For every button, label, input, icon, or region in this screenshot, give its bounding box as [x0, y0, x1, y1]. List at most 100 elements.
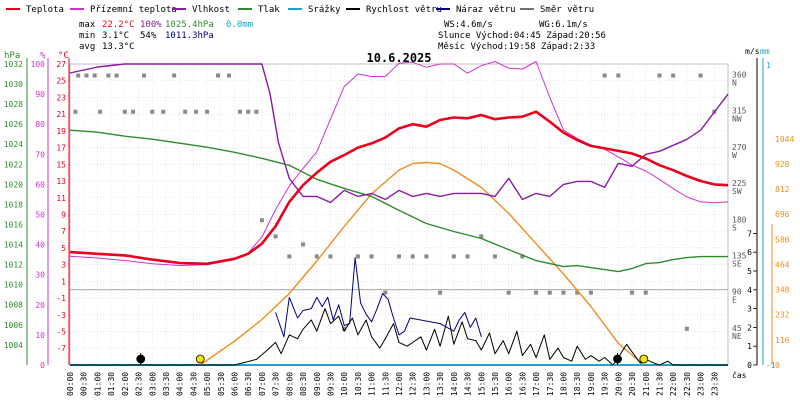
- tick-x: 22:00: [669, 372, 678, 396]
- tick-x: 11:30: [381, 372, 390, 396]
- stat-avg-temp: 13.3°C: [102, 42, 135, 52]
- tick-c: -1: [56, 294, 66, 303]
- tick-c: -3: [56, 311, 66, 320]
- wind-dir-point: [106, 73, 111, 78]
- tick-hpa: 1024: [4, 140, 23, 149]
- wind-dir-point: [342, 326, 347, 331]
- wind-dir-point: [684, 326, 689, 331]
- legend-label: Náraz větru: [456, 5, 516, 15]
- tick-x: 06:00: [231, 372, 240, 396]
- stat-min-hum: 54%: [140, 31, 157, 41]
- series-line-teplota: [69, 110, 729, 266]
- axis-title-hpa: hPa: [4, 51, 20, 61]
- wind-dir-point: [328, 254, 333, 259]
- tick-x: 13:30: [436, 372, 445, 396]
- tick-x: 00:30: [80, 372, 89, 396]
- wind-dir-point: [216, 73, 221, 78]
- axis-title-c: °C: [58, 51, 69, 61]
- tick-dir-letter: NW: [732, 115, 742, 124]
- stat-max-hum: 100%: [140, 20, 162, 30]
- tick-x: 13:00: [422, 372, 431, 396]
- tick-x: 03:30: [162, 372, 171, 396]
- axis-title-mm: mm: [760, 47, 770, 56]
- tick-x: 16:30: [518, 372, 527, 396]
- tick-c: 7: [61, 227, 66, 236]
- tick-ms: 7: [747, 229, 752, 238]
- stat-rain: 0.0mm: [226, 20, 253, 30]
- wind-dir-point: [259, 218, 264, 223]
- legend-label: Vlhkost: [192, 5, 230, 15]
- tick-x: 10:30: [354, 372, 363, 396]
- wind-dir-point: [369, 254, 374, 259]
- tick-dir-letter: NE: [732, 332, 742, 341]
- tick-x: 04:30: [189, 372, 198, 396]
- wind-dir-point: [616, 73, 621, 78]
- tick-dir: 270: [732, 143, 747, 152]
- tick-x: 04:00: [176, 372, 185, 396]
- axis-title-pct: %: [40, 51, 46, 61]
- tick-c: 11: [56, 194, 66, 203]
- tick-mm-bottom: -1: [766, 361, 776, 370]
- tick-dir-letter: E: [732, 296, 737, 305]
- stat-avg-label: avg: [79, 42, 95, 52]
- tick-c: 23: [56, 93, 66, 102]
- wind-dir-point: [76, 73, 81, 78]
- tick-hpa: 1008: [4, 301, 23, 310]
- stat-ws: WS:4.6m/s: [444, 20, 493, 30]
- stat-min-label: min: [79, 31, 95, 41]
- wind-dir-point: [122, 109, 127, 114]
- tick-pct: 60: [35, 180, 45, 189]
- tick-x: 18:30: [573, 372, 582, 396]
- tick-c: 27: [56, 60, 66, 69]
- legend-label: Přízemní teplota: [90, 5, 177, 15]
- tick-x: 14:00: [450, 372, 459, 396]
- sun-moon-marker: [639, 354, 649, 364]
- tick-c: -7: [56, 344, 66, 353]
- tick-x: 17:30: [546, 372, 555, 396]
- stat-min-temp: 3.1°C: [102, 31, 129, 41]
- tick-hpa: 1014: [4, 241, 23, 250]
- tick-x: 16:00: [505, 372, 514, 396]
- series-line-vlhkost: [69, 63, 729, 204]
- wind-dir-point: [142, 73, 147, 78]
- tick-x: 12:00: [395, 372, 404, 396]
- tick-c: 15: [56, 160, 66, 169]
- tick-dir: 180: [732, 215, 747, 224]
- tick-pct: 0: [40, 361, 45, 370]
- wind-dir-point: [643, 290, 648, 295]
- tick-x: 14:30: [464, 372, 473, 396]
- tick-dir-letter: SE: [732, 259, 742, 268]
- tick-x: 02:00: [121, 372, 130, 396]
- tick-dir-letter: W: [732, 151, 737, 160]
- tick-x: 18:00: [560, 372, 569, 396]
- tick-c: 13: [56, 177, 66, 186]
- tick-pct: 80: [35, 120, 45, 129]
- tick-hpa: 1020: [4, 180, 23, 189]
- tick-x: 07:00: [258, 372, 267, 396]
- tick-wm2: 348: [775, 286, 790, 295]
- tick-dir: 360: [732, 71, 747, 80]
- tick-c: 19: [56, 127, 66, 136]
- tick-ms: 1: [747, 342, 752, 351]
- tick-hpa: 1004: [4, 341, 23, 350]
- tick-wm2: 696: [775, 210, 790, 219]
- wind-dir-point: [205, 109, 210, 114]
- tick-x: 08:00: [285, 372, 294, 396]
- tick-pct: 10: [35, 331, 45, 340]
- tick-dir-letter: SW: [732, 187, 742, 196]
- stat-sun: Slunce Východ:04:45 Západ:20:56: [438, 31, 606, 41]
- tick-x: 20:30: [628, 372, 637, 396]
- legend-label: Teplota: [26, 5, 64, 15]
- tick-c: 9: [61, 210, 66, 219]
- wind-dir-point: [314, 254, 319, 259]
- tick-x: 06:30: [244, 372, 253, 396]
- stat-min-press: 1011.3hPa: [165, 31, 214, 41]
- series-line-náraz-větru: [275, 257, 482, 338]
- tick-ms: 5: [747, 267, 752, 276]
- stat-max-temp: 22.2°C: [102, 20, 135, 30]
- tick-x: 03:00: [148, 372, 157, 396]
- wind-dir-point: [534, 290, 539, 295]
- tick-wm2: 232: [775, 311, 790, 320]
- series-line-sluneční-záření: [199, 161, 645, 366]
